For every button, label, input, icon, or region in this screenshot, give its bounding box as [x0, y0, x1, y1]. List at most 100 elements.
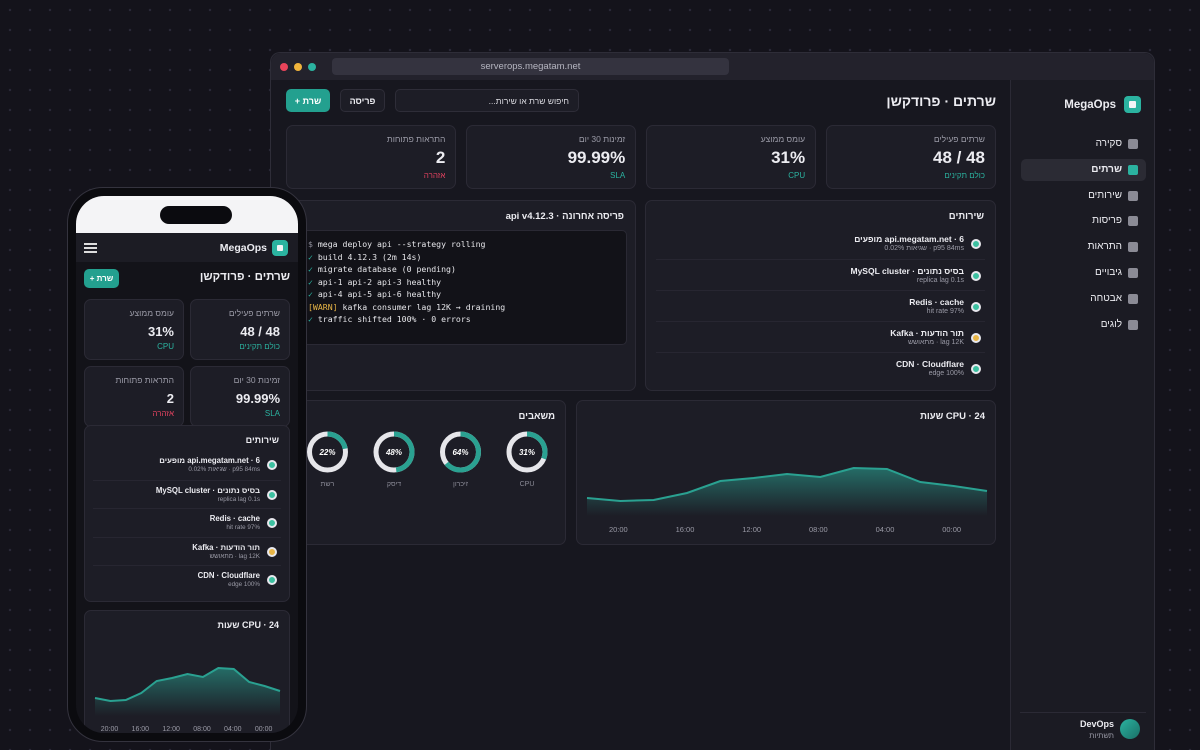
nav-menu: סקירה שרתים שירותים פריסות התראות גיבויים אבטח… — [1021, 133, 1146, 339]
x-tick-label: 04:00 — [224, 726, 242, 733]
services-list: api.megatam.net · 6 מופעים p95 84ms · שגי… — [93, 451, 281, 596]
nav-item[interactable]: שירותים — [1021, 185, 1146, 207]
gauge-arc — [506, 431, 548, 473]
stat-note: אזהרה — [423, 171, 446, 180]
service-row: Redis · cache hit rate 97% — [93, 508, 281, 537]
nav-item[interactable]: פריסות — [1021, 210, 1146, 232]
nav-item[interactable]: שרתים — [1021, 158, 1146, 181]
user-avatar[interactable] — [1120, 719, 1140, 739]
stat-value: 99.99% — [235, 391, 280, 406]
menu-icon[interactable] — [84, 247, 97, 249]
nav-label: סקירה — [1095, 138, 1122, 149]
card-title: שירותים — [948, 211, 984, 222]
search-input[interactable]: חיפוש שרת או שירות... — [395, 89, 579, 112]
stat-label: עומס ממוצע — [760, 134, 806, 144]
card-title: CPU · 24 שעות — [920, 411, 985, 422]
stat-value: 48 / 48 — [240, 324, 280, 339]
x-tick-label: 08:00 — [809, 525, 828, 534]
log-line: ✓ migrate database (0 pending) — [308, 264, 616, 277]
service-row: תור הודעות · Kafka lag 12K · מתאושש — [93, 536, 281, 566]
phone: MegaOps שרתים · פרודקשן + שרת שרתים פעיל… — [67, 187, 307, 742]
log-line: ✓ build 4.12.3 (2m 14s) — [308, 252, 616, 265]
cpu-line — [586, 466, 988, 503]
gauges: 31% CPU 64% זיכרון 48% דיסק 22% רשת — [307, 431, 548, 488]
add-server-button[interactable]: + שרת — [84, 269, 119, 288]
status-dot — [267, 518, 277, 529]
x-tick-label: 16:00 — [132, 726, 150, 733]
nav-item[interactable]: לוגים — [1021, 314, 1146, 336]
gauge-label: CPU — [520, 481, 535, 488]
brand-logo — [272, 240, 288, 256]
gauge-value: 31% — [519, 448, 535, 457]
service-row: CDN · Cloudflare edge 100% — [93, 565, 281, 594]
status-dot — [971, 363, 981, 374]
gauge-label: דיסק — [387, 481, 401, 488]
services-list: api.megatam.net · 6 מופעים p95 84ms · שגי… — [656, 228, 985, 384]
service-detail: p95 84ms · שגיאות 0.02% — [884, 244, 964, 252]
x-tick-label: 20:00 — [609, 525, 628, 534]
nav-item[interactable]: גיבויים — [1021, 262, 1146, 284]
stat-card: שרתים פעילים 48 / 48 כולם תקינים — [825, 125, 996, 189]
stat-value: 2 — [166, 391, 174, 406]
nav-icon — [1128, 164, 1138, 175]
service-row: בסיס נתונים · MySQL cluster replica lag 0… — [93, 479, 281, 509]
menu-icon[interactable] — [84, 243, 97, 245]
log-line: ✓ api-4 api-5 api-6 healthy — [308, 289, 616, 302]
search-placeholder: חיפוש שרת או שירות... — [488, 96, 569, 106]
log-text: mega deploy api --strategy rolling — [317, 239, 486, 249]
stat-note: אזהרה — [152, 409, 174, 418]
service-row: CDN · Cloudflare edge 100% — [656, 352, 985, 383]
nav-label: לוגים — [1100, 318, 1122, 330]
card-title: שירותים — [245, 435, 279, 445]
x-tick-label: 12:00 — [742, 525, 761, 534]
nav-label: גיבויים — [1095, 266, 1122, 278]
stat-label: התראות פתוחות — [115, 375, 174, 385]
page-title: שרתים · פרודקשן — [199, 271, 290, 283]
cpu-chart: 20:00 16:00 12:00 08:00 04:00 00:00 — [94, 666, 281, 733]
log-prefix: ✓ — [308, 314, 313, 324]
terminal: $ mega deploy api --strategy rolling ✓ bu… — [297, 230, 627, 345]
nav-item[interactable]: התראות — [1021, 236, 1146, 258]
cpu-area — [587, 468, 987, 516]
notch — [160, 206, 232, 224]
service-detail: hit rate 97% — [226, 524, 260, 532]
log-line: $ mega deploy api --strategy rolling — [308, 239, 616, 252]
phone-screen: MegaOps שרתים · פרודקשן + שרת שרתים פעיל… — [76, 196, 298, 733]
service-name: תור הודעות · Kafka — [192, 542, 260, 552]
stat-value: 31% — [147, 324, 174, 339]
deploy-button[interactable]: פריסה — [340, 89, 385, 112]
stat-value: 48 / 48 — [932, 148, 985, 167]
stat-card: עומס ממוצע 31% CPU — [645, 125, 817, 189]
card-title: משאבים — [518, 411, 555, 422]
stat-note: כולם תקינים — [944, 171, 985, 180]
stat-label: התראות פתוחות — [386, 134, 446, 144]
log-line: ✓ api-1 api-2 api-3 healthy — [308, 277, 616, 290]
stat-note: CPU — [157, 342, 174, 351]
window-maximize[interactable] — [308, 63, 316, 71]
url-bar[interactable]: serverops.megatam.net — [332, 58, 729, 75]
services-card: שירותים api.megatam.net · 6 מופעים p95 84… — [84, 425, 290, 602]
nav-icon — [1128, 319, 1138, 330]
stat-card: התראות פתוחות 2 אזהרה — [84, 366, 184, 427]
x-tick-label: 00:00 — [942, 525, 961, 534]
menu-icon[interactable] — [84, 251, 97, 253]
service-name: CDN · Cloudflare — [197, 571, 260, 581]
x-tick-label: 20:00 — [101, 726, 119, 733]
service-name: Redis · cache — [909, 297, 964, 307]
add-server-button[interactable]: + שרת — [286, 89, 330, 112]
stat-value: 2 — [435, 148, 446, 167]
nav-item[interactable]: סקירה — [1021, 133, 1146, 155]
nav-label: שירותים — [1088, 189, 1122, 201]
window-close[interactable] — [280, 63, 288, 71]
gauge-value: 64% — [452, 448, 468, 457]
cpu-chart: 20:00 16:00 12:00 08:00 04:00 00:00 — [586, 466, 988, 534]
nav-item[interactable]: אבטחה — [1021, 288, 1146, 310]
x-tick-label: 00:00 — [255, 726, 273, 733]
nav-icon — [1128, 216, 1138, 227]
nav-icon — [1128, 242, 1138, 253]
window-minimize[interactable] — [294, 63, 302, 71]
service-detail: lag 12K · מתאושש — [907, 338, 964, 346]
status-dot — [971, 332, 981, 343]
stat-card: זמינות 30 יום 99.99% SLA — [190, 366, 290, 427]
stats-grid: שרתים פעילים 48 / 48 כולם תקינים עומס ממוצע… — [84, 299, 290, 427]
